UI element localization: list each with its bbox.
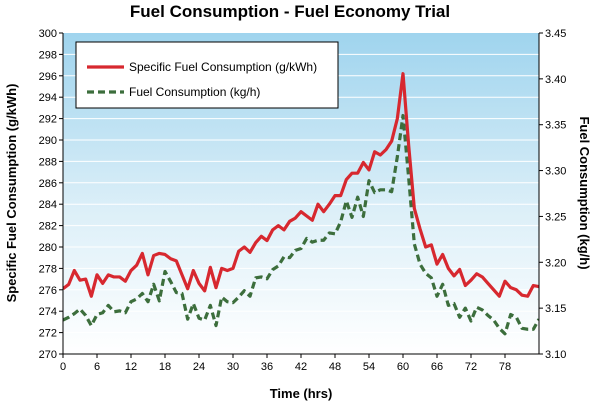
left-tick-label: 288 [39,156,57,168]
specific-fuel-consumption-line [63,72,539,298]
x-tick-label: 66 [431,361,443,373]
x-tick-label: 72 [465,361,477,373]
left-tick-label: 278 [39,263,57,275]
left-tick-label: 272 [39,328,57,340]
x-axis-ticks: 0 6 12 18 24 30 36 42 48 54 60 66 72 78 [60,354,511,373]
right-axis-title: Fuel Consumption (kg/h) [577,116,590,269]
left-tick-label: 280 [39,242,57,254]
x-tick-label: 48 [329,361,341,373]
x-tick-label: 12 [125,361,137,373]
x-axis-title: Time (hrs) [270,386,333,401]
left-tick-label: 300 [39,28,57,40]
right-tick-label: 3.15 [545,303,566,315]
left-tick-label: 298 [39,49,57,61]
legend-box [75,41,339,109]
x-tick-label: 6 [94,361,100,373]
legend: Specific Fuel Consumption (g/kWh) Fuel C… [75,41,339,109]
right-tick-label: 3.20 [545,257,566,269]
chart-title: Fuel Consumption - Fuel Economy Trial [130,2,450,21]
x-tick-label: 18 [159,361,171,373]
left-axis-ticks: 270 272 274 276 278 280 282 284 286 288 290 292 294 2… [39,28,63,361]
x-tick-label: 30 [227,361,239,373]
left-tick-label: 286 [39,178,57,190]
right-tick-label: 3.35 [545,120,566,132]
x-tick-label: 42 [295,361,307,373]
right-axis-ticks: 3.10 3.15 3.20 3.25 3.30 3.35 3.40 3.45 [539,28,566,361]
x-tick-label: 54 [363,361,375,373]
x-tick-label: 78 [499,361,511,373]
x-tick-label: 0 [60,361,66,373]
x-tick-label: 60 [397,361,409,373]
left-tick-label: 294 [39,92,57,104]
left-tick-label: 290 [39,135,57,147]
left-tick-label: 270 [39,349,57,361]
legend-label-fc: Fuel Consumption (kg/h) [129,85,260,99]
legend-label-sfc: Specific Fuel Consumption (g/kWh) [129,60,317,74]
right-tick-label: 3.10 [545,349,566,361]
left-tick-label: 292 [39,114,57,126]
series-group [63,72,539,336]
left-tick-label: 274 [39,306,57,318]
right-tick-label: 3.40 [545,74,566,86]
x-tick-label: 36 [261,361,273,373]
right-tick-label: 3.45 [545,28,566,40]
fuel-consumption-line [63,113,539,336]
x-tick-label: 24 [193,361,205,373]
right-tick-label: 3.30 [545,166,566,178]
right-tick-label: 3.25 [545,211,566,223]
left-tick-label: 296 [39,71,57,83]
left-tick-label: 284 [39,199,57,211]
left-tick-label: 282 [39,221,57,233]
left-axis-title: Specific Fuel Consumption (g/kWh) [4,84,19,303]
left-tick-label: 276 [39,285,57,297]
